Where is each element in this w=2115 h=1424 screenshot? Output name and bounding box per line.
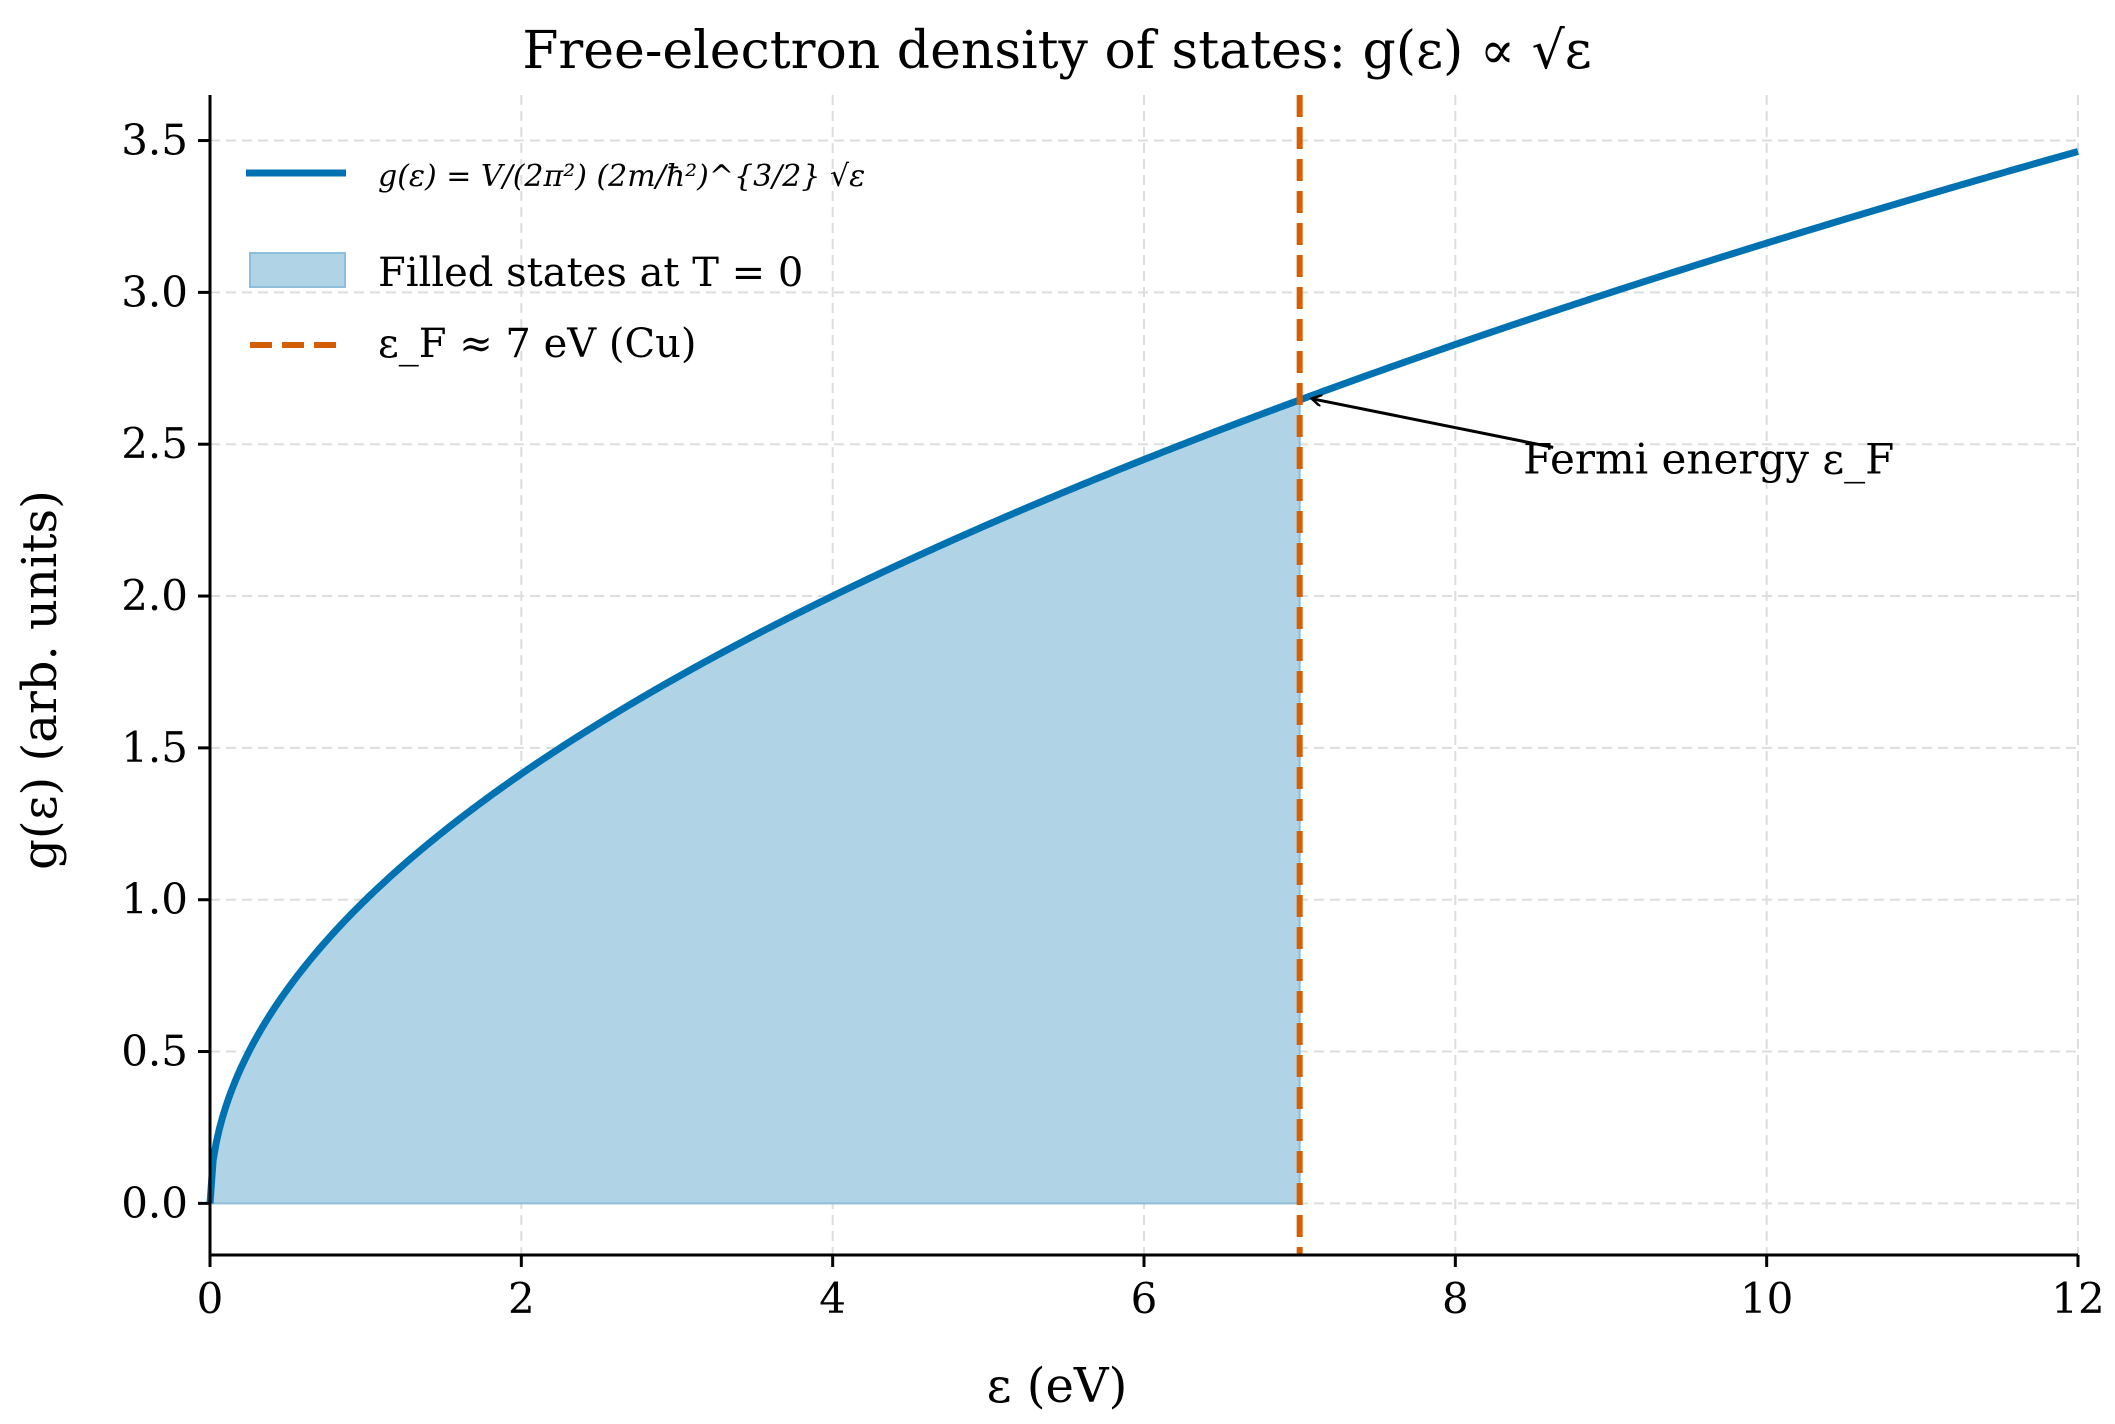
legend-label-fermi: ε_F ≈ 7 eV (Cu) bbox=[378, 321, 696, 367]
y-tick-label: 0.5 bbox=[121, 1027, 188, 1076]
y-tick-label: 3.5 bbox=[121, 116, 188, 165]
x-tick-label: 2 bbox=[508, 1274, 535, 1323]
x-tick-label: 12 bbox=[2051, 1274, 2104, 1323]
y-tick-label: 1.0 bbox=[121, 875, 188, 924]
grid bbox=[209, 95, 2079, 1255]
x-tick-label: 0 bbox=[197, 1274, 224, 1323]
y-tick-label: 0.0 bbox=[121, 1178, 188, 1227]
x-tick-label: 8 bbox=[1442, 1274, 1469, 1323]
legend-fill-swatch bbox=[249, 252, 346, 288]
legend: g(ε) = V/(2π²) (2m/ħ²)^{3/2} √ε Filled s… bbox=[246, 159, 865, 367]
x-tick-label: 4 bbox=[819, 1274, 846, 1323]
y-tick-label: 1.5 bbox=[121, 723, 188, 772]
fermi-annotation-arrow bbox=[1312, 399, 1554, 449]
fermi-annotation-text: Fermi energy ε_F bbox=[1523, 434, 1894, 483]
x-axis-label: ε (eV) bbox=[987, 1358, 1128, 1414]
chart-title: Free-electron density of states: g(ε) ∝ … bbox=[522, 21, 1591, 81]
y-tick-label: 2.5 bbox=[121, 419, 188, 468]
y-tick-label: 2.0 bbox=[121, 571, 188, 620]
legend-label-filled: Filled states at T = 0 bbox=[378, 250, 803, 296]
y-axis-label: g(ε) (arb. units) bbox=[12, 490, 68, 870]
x-tick-label: 10 bbox=[1740, 1274, 1793, 1323]
y-ticks: 0.0 0.5 1.0 1.5 2.0 2.5 3.0 3.5 bbox=[121, 116, 210, 1227]
chart-title-text: Free-electron density of states: g(ε) ∝ … bbox=[522, 21, 1591, 81]
x-ticks: 0 2 4 6 8 10 12 bbox=[197, 1255, 2105, 1323]
x-tick-label: 6 bbox=[1131, 1274, 1158, 1323]
y-tick-label: 3.0 bbox=[121, 267, 188, 316]
dos-curve bbox=[206, 148, 2079, 1204]
legend-label-dos: g(ε) = V/(2π²) (2m/ħ²)^{3/2} √ε bbox=[378, 159, 865, 194]
filled-states-area bbox=[208, 398, 1301, 1205]
